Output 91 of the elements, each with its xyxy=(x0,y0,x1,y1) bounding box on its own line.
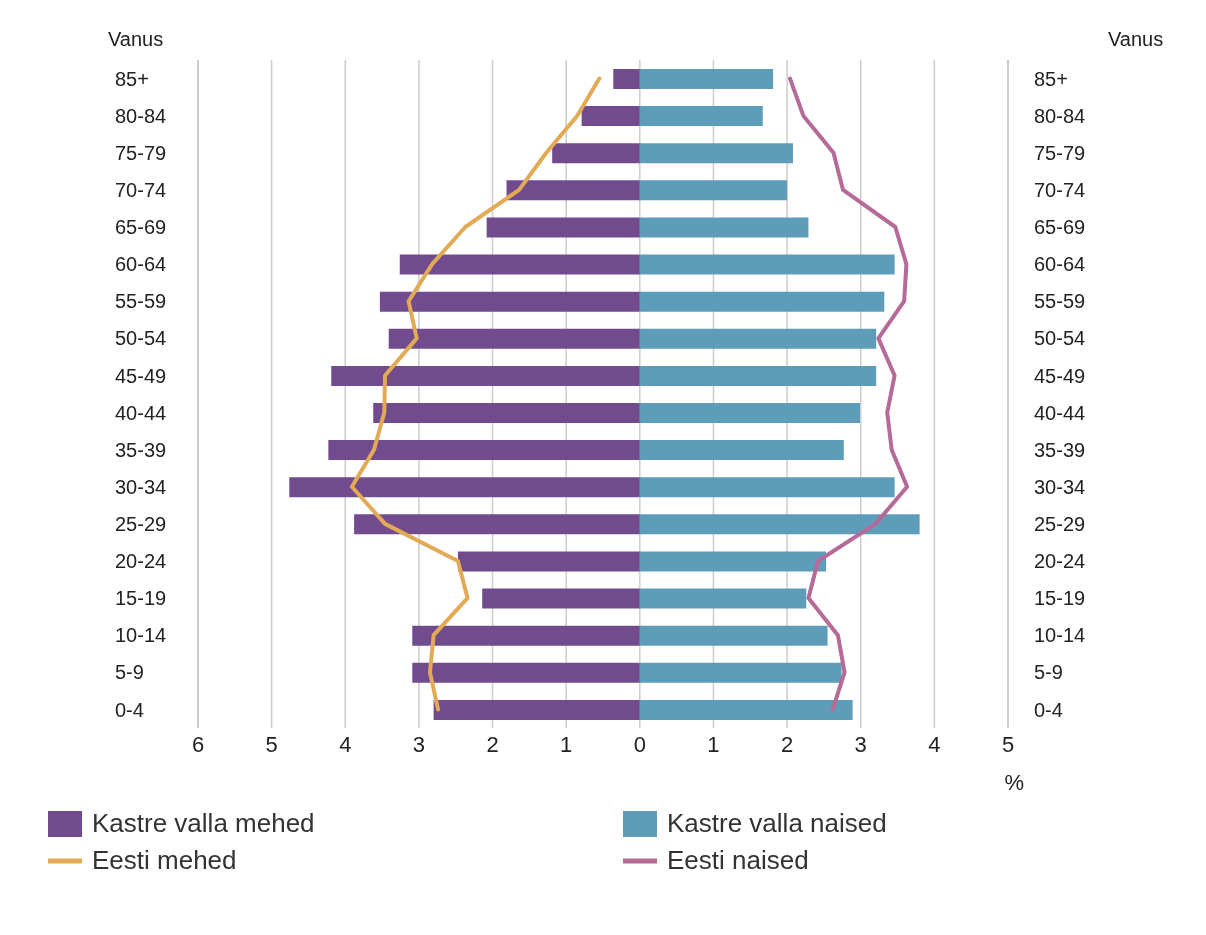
y-tick-label: 60-64 xyxy=(1034,253,1086,276)
bar xyxy=(639,217,809,238)
y-tick-label: 20-24 xyxy=(1034,550,1086,573)
bar xyxy=(328,440,640,461)
legend-label: Kastre valla mehed xyxy=(92,808,315,839)
legend-label: Eesti mehed xyxy=(92,845,237,876)
y-tick-label: 10-14 xyxy=(1034,624,1086,647)
y-tick-label: 0-4 xyxy=(1034,698,1063,721)
bar xyxy=(482,588,640,609)
bar xyxy=(486,217,640,238)
bar xyxy=(412,662,640,683)
category-label: 85+ xyxy=(115,67,149,90)
x-tick-label: 2 xyxy=(780,731,794,757)
bar xyxy=(639,254,895,275)
category-label: 5-9 xyxy=(115,661,144,684)
x-tick-label: 4 xyxy=(928,731,941,757)
y-tick-label: 50-54 xyxy=(1034,327,1086,350)
legend-label: Kastre valla naised xyxy=(667,808,887,839)
bar xyxy=(639,403,860,423)
category-label: 15-19 xyxy=(115,587,167,610)
bar xyxy=(639,699,853,720)
bar xyxy=(331,365,640,386)
x-tick-label: 1 xyxy=(560,731,573,757)
bar xyxy=(639,588,807,609)
category-label: 50-54 xyxy=(115,327,167,350)
category-label: 40-44 xyxy=(115,401,167,424)
legend-label: Eesti naised xyxy=(667,845,809,876)
x-tick-label: 1 xyxy=(707,731,720,757)
bar xyxy=(639,440,844,461)
x-tick-label: 5 xyxy=(1001,731,1015,757)
bar xyxy=(639,143,793,164)
category-label: 80-84 xyxy=(115,104,167,127)
bar xyxy=(639,328,877,349)
x-tick-label: 0 xyxy=(633,731,646,757)
bar xyxy=(289,477,640,498)
bar xyxy=(639,551,827,572)
y-tick-label: 75-79 xyxy=(1034,141,1086,164)
y2-axis-title: Vanus xyxy=(1108,28,1164,51)
y-tick-label: 65-69 xyxy=(1034,216,1086,239)
bar xyxy=(639,477,895,498)
bar xyxy=(639,291,885,312)
y-tick-label: 25-29 xyxy=(1034,512,1086,535)
y-tick-label: 5-9 xyxy=(1034,661,1063,684)
y-tick-label: 85+ xyxy=(1034,67,1068,90)
category-label: 25-29 xyxy=(115,512,167,535)
bar xyxy=(639,106,763,127)
bar xyxy=(457,551,640,572)
bar xyxy=(433,699,640,720)
bar xyxy=(354,514,640,535)
category-label: 20-24 xyxy=(115,550,167,573)
bar xyxy=(639,365,877,386)
category-label: 45-49 xyxy=(115,364,167,387)
y-tick-label: 45-49 xyxy=(1034,364,1086,387)
category-label: 60-64 xyxy=(115,253,167,276)
bar xyxy=(373,403,640,423)
x-tick-label: 2 xyxy=(486,731,499,757)
bar xyxy=(639,514,920,535)
category-label: 30-34 xyxy=(115,475,167,498)
bar xyxy=(399,254,640,275)
bar xyxy=(639,662,842,683)
y-tick-label: 30-34 xyxy=(1034,475,1086,498)
category-label: 65-69 xyxy=(115,216,167,239)
y-tick-label: 55-59 xyxy=(1034,290,1086,313)
y-tick-label: 80-84 xyxy=(1034,104,1086,127)
bar xyxy=(388,328,640,349)
category-label: 35-39 xyxy=(115,438,167,461)
x-tick-label: 5 xyxy=(265,731,278,757)
x-axis-title: % xyxy=(1004,770,1024,795)
bar xyxy=(379,291,640,312)
y-tick-label: 40-44 xyxy=(1034,401,1086,424)
y-axis-title: Vanus xyxy=(108,28,164,51)
x-tick-label: 3 xyxy=(412,731,426,757)
y-tick-label: 15-19 xyxy=(1034,587,1086,610)
x-tick-label: 4 xyxy=(339,731,352,757)
bar xyxy=(639,180,788,201)
y-tick-label: 70-74 xyxy=(1034,178,1086,201)
bar xyxy=(581,106,640,127)
bar xyxy=(506,180,640,201)
y-tick-label: 35-39 xyxy=(1034,438,1086,461)
category-label: 75-79 xyxy=(115,141,167,164)
category-label: 0-4 xyxy=(115,698,144,721)
x-tick-label: 6 xyxy=(191,731,205,757)
category-label: 55-59 xyxy=(115,290,167,313)
bar xyxy=(613,69,640,89)
category-label: 10-14 xyxy=(115,624,167,647)
category-label: 70-74 xyxy=(115,178,167,201)
x-tick-label: 3 xyxy=(854,731,867,757)
bar xyxy=(639,625,828,646)
bar xyxy=(552,143,640,164)
bar xyxy=(412,625,640,646)
bar xyxy=(639,69,774,89)
